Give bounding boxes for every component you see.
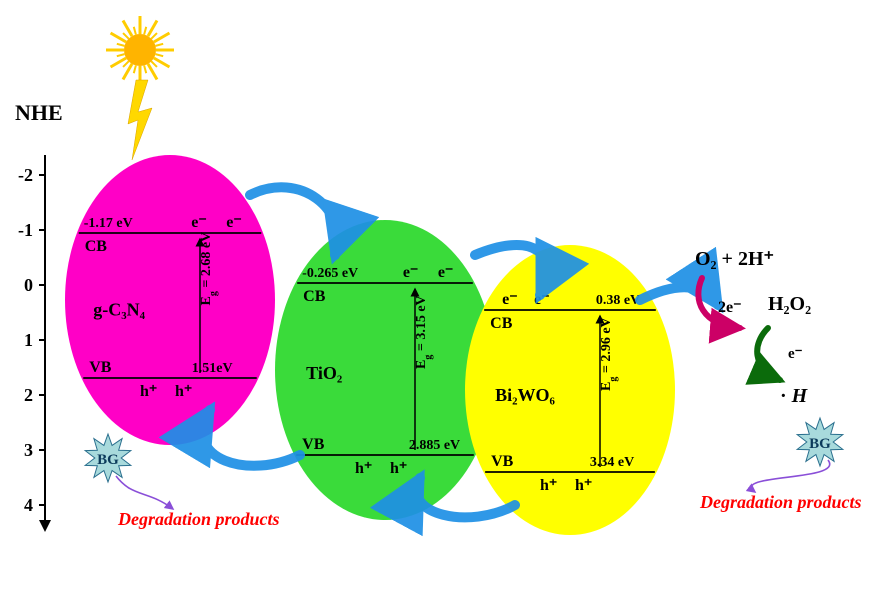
biwo6-label: Bi₂WO₆: [495, 385, 555, 405]
gc3n4-cb-ev: -1.17 eV: [84, 216, 133, 231]
gc3n4-vb-ev: 1.51eV: [192, 361, 233, 376]
sun-ray: [151, 61, 157, 67]
degradation-label: Degradation products: [117, 509, 280, 529]
gc3n4-hole: h⁺: [140, 383, 157, 400]
degradation-arrow: [751, 460, 829, 492]
sun-ray: [134, 65, 136, 73]
tio2-hole: h⁺: [355, 460, 372, 477]
sun-ray: [144, 27, 146, 35]
reaction-e-label: e⁻: [788, 346, 803, 362]
sun-ray: [151, 33, 157, 39]
sun-ray: [123, 33, 129, 39]
tio2-label: TiO₂: [306, 363, 342, 383]
sun-ray: [134, 27, 136, 35]
reaction-radical-label: · H: [780, 385, 809, 407]
sun-ray: [155, 44, 163, 46]
tio2-hole: h⁺: [390, 460, 407, 477]
gc3n4-vb-label: VB: [89, 359, 112, 376]
axis-tick-label: 4: [24, 495, 33, 515]
tio2-cb-label: CB: [303, 288, 326, 305]
tio2-electron: e⁻: [403, 264, 419, 281]
reaction-2e-label: 2e⁻: [718, 299, 742, 316]
tio2-cb-ev: -0.265 eV: [302, 266, 358, 281]
bg-label: BG: [809, 436, 831, 452]
sun-ray: [155, 54, 163, 56]
sun-ray: [117, 54, 125, 56]
sun-ray: [144, 65, 146, 73]
biwo6-vb-label: VB: [491, 453, 514, 470]
axis-tick-label: 1: [24, 330, 33, 350]
degradation-arrow: [116, 476, 173, 509]
biwo6-cb-label: CB: [490, 315, 513, 332]
axis-tick-label: -2: [18, 165, 33, 185]
axis-tick-label: -1: [18, 220, 33, 240]
lightning-icon: [128, 80, 152, 160]
reaction-h2o2-label: H₂O₂: [768, 293, 811, 315]
gc3n4-label: g-C₃N₄: [93, 300, 145, 320]
biwo6-electron: e⁻: [502, 291, 518, 308]
biwo6-vb-ev: 3.34 eV: [590, 455, 634, 470]
biwo6-cb-ev: 0.38 eV: [596, 293, 640, 308]
axis-tick-label: 2: [24, 385, 33, 405]
degradation-label: Degradation products: [699, 492, 862, 512]
reaction-o2-label: O₂ + 2H⁺: [695, 248, 774, 270]
gc3n4-hole: h⁺: [175, 383, 192, 400]
gc3n4-cb-label: CB: [85, 238, 108, 255]
reaction-arrow-2: [757, 328, 780, 380]
tio2-vb-label: VB: [302, 436, 325, 453]
sun-ray: [123, 61, 129, 67]
biwo6-hole: h⁺: [575, 477, 592, 494]
axis-label: NHE: [15, 100, 63, 125]
sun-ray: [117, 44, 125, 46]
gc3n4-electron: e⁻: [226, 214, 242, 231]
bg-label: BG: [97, 452, 119, 468]
biwo6-hole: h⁺: [540, 477, 557, 494]
axis-tick-label: 0: [24, 275, 33, 295]
tio2-vb-ev: 2.885 eV: [409, 438, 460, 453]
sun-icon: [124, 34, 156, 66]
tio2-electron: e⁻: [438, 264, 454, 281]
gc3n4-electron: e⁻: [191, 214, 207, 231]
axis-tick-label: 3: [24, 440, 33, 460]
